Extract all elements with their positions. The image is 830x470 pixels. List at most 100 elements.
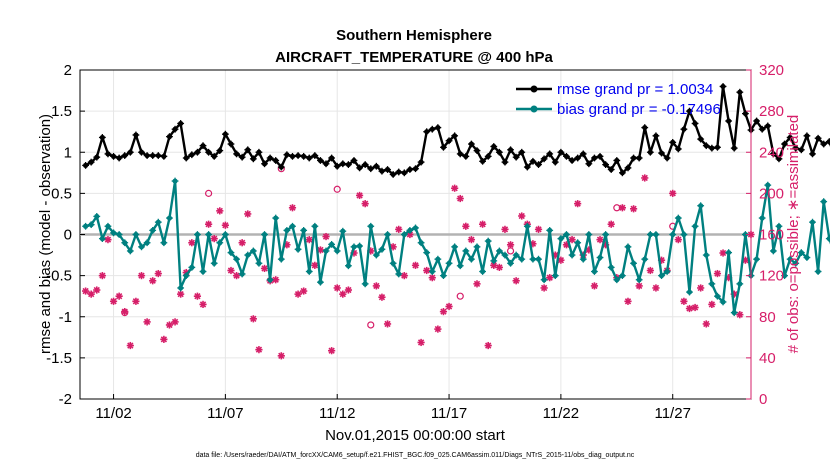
obs-point-54 xyxy=(383,320,392,328)
bias-point-77 xyxy=(512,251,520,259)
chart-subtitle: AIRCRAFT_TEMPERATURE @ 400 hPa xyxy=(275,49,553,66)
bias-point-56 xyxy=(395,270,403,278)
bias-point-20 xyxy=(194,231,201,238)
obs-point-108 xyxy=(685,304,694,313)
obs-point-13 xyxy=(154,269,162,278)
obs-point-52 xyxy=(372,282,380,290)
rmse-point-82 xyxy=(540,155,548,163)
bias-point-72 xyxy=(484,237,492,245)
obs-point-107 xyxy=(680,297,688,305)
obs-point-106 xyxy=(674,236,682,244)
rmse-line xyxy=(84,85,830,176)
rmse-point-101 xyxy=(646,148,654,156)
bias-point-51 xyxy=(367,222,375,230)
rmse-point-4 xyxy=(104,150,112,158)
rmse-point-9 xyxy=(132,131,140,139)
bias-point-30 xyxy=(249,247,257,255)
rmse-point-7 xyxy=(121,152,129,159)
bias-point-94 xyxy=(607,264,615,271)
bias-point-59 xyxy=(412,224,419,232)
rmse-point-17 xyxy=(177,120,185,127)
obs-possible-point-1 xyxy=(205,189,213,197)
rmse-point-1 xyxy=(87,158,95,166)
rmse-point-42 xyxy=(317,157,324,164)
rmse-point-79 xyxy=(523,163,531,171)
obs-point-44 xyxy=(328,347,336,355)
rmse-point-133 xyxy=(825,138,830,145)
rmse-point-46 xyxy=(339,160,347,168)
obs-point-87 xyxy=(568,236,576,244)
bias-point-116 xyxy=(730,309,738,317)
rmse-point-6 xyxy=(115,154,123,162)
bias-point-5 xyxy=(110,229,117,237)
obs-point-91 xyxy=(590,282,599,290)
bias-point-9 xyxy=(132,231,140,238)
obs-point-78 xyxy=(518,212,526,220)
bias-point-15 xyxy=(166,214,173,222)
obs-possible-point-5 xyxy=(456,292,464,300)
obs-point-65 xyxy=(445,302,453,311)
obs-point-46 xyxy=(339,290,347,298)
rmse-point-37 xyxy=(289,152,296,160)
rmse-point-60 xyxy=(417,158,425,166)
bias-point-122 xyxy=(764,181,772,189)
x-axis-ticks: 11/02 11/07 11/12 11/17 11/22 11/27 xyxy=(95,394,691,422)
rmse-point-107 xyxy=(680,125,688,133)
rmse-point-45 xyxy=(333,162,341,170)
rmse-point-128 xyxy=(797,146,805,154)
rmse-point-77 xyxy=(512,153,520,161)
obs-possible-point-6 xyxy=(506,247,515,255)
rmse-point-74 xyxy=(495,148,503,156)
rmse-point-33 xyxy=(266,154,274,162)
bias-point-97 xyxy=(624,243,632,251)
obs-point-59 xyxy=(411,261,420,269)
obs-point-99 xyxy=(635,282,643,290)
bias-point-124 xyxy=(775,222,783,230)
rmse-point-29 xyxy=(244,146,252,154)
obs-point-41 xyxy=(311,261,319,269)
obs-point-101 xyxy=(646,266,654,275)
rmse-point-2 xyxy=(93,153,101,161)
obs-point-74 xyxy=(495,263,503,271)
obs-point-66 xyxy=(451,184,459,192)
obs-point-71 xyxy=(479,220,487,228)
bias-point-110 xyxy=(697,202,705,210)
obs-point-69 xyxy=(467,236,476,244)
rmse-point-68 xyxy=(462,152,470,160)
rmse-point-51 xyxy=(367,165,375,173)
rmse-point-34 xyxy=(272,157,280,164)
rmse-point-63 xyxy=(434,124,442,131)
bias-point-104 xyxy=(663,268,671,275)
obs-point-109 xyxy=(691,303,699,312)
legend-rmse-label: rmse grand pr = 1.0034 xyxy=(557,81,713,98)
bias-point-66 xyxy=(451,243,459,251)
rmse-point-108 xyxy=(686,107,693,115)
bias-point-24 xyxy=(216,239,224,247)
bias-point-95 xyxy=(613,276,621,284)
bias-point-47 xyxy=(345,262,352,270)
bias-point-21 xyxy=(199,268,207,275)
rmse-point-91 xyxy=(591,154,598,162)
rmse-point-73 xyxy=(490,143,498,150)
obs-point-102 xyxy=(652,284,660,292)
bias-point-61 xyxy=(423,249,431,256)
rmse-point-26 xyxy=(227,140,235,148)
rmse-point-96 xyxy=(618,169,626,177)
bias-point-41 xyxy=(311,222,319,230)
rmse-point-18 xyxy=(182,154,190,162)
obs-point-27 xyxy=(232,272,241,280)
rmse-point-122 xyxy=(764,122,772,130)
rmse-point-48 xyxy=(350,157,358,164)
bias-point-62 xyxy=(428,268,436,275)
bias-point-79 xyxy=(523,222,531,230)
rmse-point-70 xyxy=(473,147,481,155)
bias-point-58 xyxy=(406,226,414,234)
bias-point-70 xyxy=(473,243,481,251)
rmse-point-43 xyxy=(322,160,330,168)
bias-point-32 xyxy=(261,231,268,238)
rmse-point-80 xyxy=(529,157,537,165)
rmse-point-62 xyxy=(428,125,436,133)
y2-tick-label: 0 xyxy=(759,391,767,408)
rmse-point-81 xyxy=(535,161,542,168)
